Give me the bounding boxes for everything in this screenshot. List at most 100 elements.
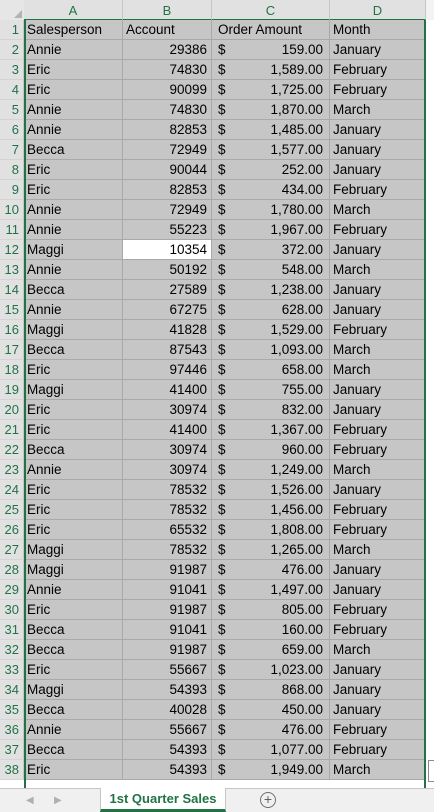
row-header[interactable]: 14 [0, 280, 24, 300]
cell-order-amount[interactable]: $1,265.00 [212, 540, 330, 560]
cell-order-amount[interactable]: $1,093.00 [212, 340, 330, 360]
cell-month[interactable]: January [330, 140, 426, 160]
row-header[interactable]: 10 [0, 200, 24, 220]
cell-order-amount[interactable]: $476.00 [212, 720, 330, 740]
row-header[interactable]: 36 [0, 720, 24, 740]
cell-salesperson[interactable]: Maggi [24, 540, 123, 560]
cell-account[interactable]: 67275 [123, 300, 212, 320]
cell-order-amount[interactable]: $1,023.00 [212, 660, 330, 680]
scroll-handle[interactable] [428, 760, 434, 782]
cell-order-amount[interactable]: $1,367.00 [212, 420, 330, 440]
row-header[interactable]: 16 [0, 320, 24, 340]
cell-order-amount[interactable]: $659.00 [212, 640, 330, 660]
cell-salesperson[interactable]: Eric [24, 500, 123, 520]
row-header[interactable]: 6 [0, 120, 24, 140]
cell-order-amount[interactable]: $1,238.00 [212, 280, 330, 300]
next-sheet-icon[interactable]: ▶ [54, 795, 62, 806]
row-header[interactable]: 29 [0, 580, 24, 600]
cell-salesperson[interactable]: Eric [24, 600, 123, 620]
cell-order-amount[interactable]: $755.00 [212, 380, 330, 400]
cell-account[interactable]: 41828 [123, 320, 212, 340]
cell-salesperson[interactable]: Annie [24, 220, 123, 240]
cell-salesperson[interactable]: Maggi [24, 320, 123, 340]
cell-order-amount[interactable]: $1,589.00 [212, 60, 330, 80]
cell-account[interactable]: 55223 [123, 220, 212, 240]
add-sheet-icon[interactable]: + [260, 792, 276, 808]
cell-order-amount[interactable]: $1,526.00 [212, 480, 330, 500]
row-header[interactable]: 27 [0, 540, 24, 560]
cell-month[interactable]: February [330, 440, 426, 460]
cell-month[interactable]: January [330, 400, 426, 420]
row-header[interactable]: 7 [0, 140, 24, 160]
cell-order-amount[interactable]: $628.00 [212, 300, 330, 320]
cell-month[interactable]: January [330, 240, 426, 260]
cell-month[interactable]: March [330, 100, 426, 120]
cell-salesperson[interactable]: Annie [24, 200, 123, 220]
cell-order-amount[interactable]: $1,870.00 [212, 100, 330, 120]
cell-month[interactable]: January [330, 40, 426, 60]
cell-account[interactable]: 82853 [123, 120, 212, 140]
cell-month[interactable]: January [330, 480, 426, 500]
cell-account[interactable]: 91987 [123, 560, 212, 580]
cell-month[interactable]: February [330, 80, 426, 100]
cell-order-amount[interactable]: $434.00 [212, 180, 330, 200]
row-header[interactable]: 12 [0, 240, 24, 260]
row-header[interactable]: 18 [0, 360, 24, 380]
cell-account[interactable]: 54393 [123, 740, 212, 760]
row-header[interactable]: 8 [0, 160, 24, 180]
column-header-b[interactable]: B [123, 0, 212, 21]
cell-month[interactable]: March [330, 340, 426, 360]
column-header-a[interactable]: A [24, 0, 123, 21]
cell-order-amount[interactable]: $1,808.00 [212, 520, 330, 540]
cell-salesperson[interactable]: Eric [24, 660, 123, 680]
cell-month[interactable]: January [330, 380, 426, 400]
cell-order-amount[interactable]: $252.00 [212, 160, 330, 180]
cell-order-amount[interactable]: $372.00 [212, 240, 330, 260]
cell-order-amount[interactable]: $658.00 [212, 360, 330, 380]
cell-account[interactable]: 55667 [123, 660, 212, 680]
cell-salesperson[interactable]: Eric [24, 180, 123, 200]
row-header[interactable]: 2 [0, 40, 24, 60]
header-cell-salesperson[interactable]: Salesperson [24, 20, 123, 40]
cell-account[interactable]: 29386 [123, 40, 212, 60]
sheet-tab-1st-quarter-sales[interactable]: 1st Quarter Sales [100, 788, 226, 812]
active-cell[interactable]: 10354 [123, 240, 212, 260]
cell-salesperson[interactable]: Annie [24, 580, 123, 600]
cell-account[interactable]: 65532 [123, 520, 212, 540]
cell-month[interactable]: January [330, 120, 426, 140]
row-header[interactable]: 21 [0, 420, 24, 440]
cell-salesperson[interactable]: Annie [24, 260, 123, 280]
cell-order-amount[interactable]: $1,456.00 [212, 500, 330, 520]
cell-account[interactable]: 27589 [123, 280, 212, 300]
row-header[interactable]: 30 [0, 600, 24, 620]
cell-order-amount[interactable]: $1,780.00 [212, 200, 330, 220]
cell-salesperson[interactable]: Maggi [24, 680, 123, 700]
column-header-d[interactable]: D [330, 0, 426, 21]
cell-order-amount[interactable]: $1,725.00 [212, 80, 330, 100]
cell-salesperson[interactable]: Annie [24, 720, 123, 740]
cell-order-amount[interactable]: $805.00 [212, 600, 330, 620]
row-header[interactable]: 15 [0, 300, 24, 320]
cell-order-amount[interactable]: $450.00 [212, 700, 330, 720]
row-header[interactable]: 23 [0, 460, 24, 480]
cell-month[interactable]: January [330, 660, 426, 680]
row-header[interactable]: 26 [0, 520, 24, 540]
cell-account[interactable]: 30974 [123, 460, 212, 480]
cell-order-amount[interactable]: $1,967.00 [212, 220, 330, 240]
cell-month[interactable]: February [330, 500, 426, 520]
cell-month[interactable]: February [330, 620, 426, 640]
cell-month[interactable]: February [330, 220, 426, 240]
cell-salesperson[interactable]: Becca [24, 280, 123, 300]
cell-salesperson[interactable]: Eric [24, 80, 123, 100]
row-header[interactable]: 34 [0, 680, 24, 700]
cell-account[interactable]: 41400 [123, 380, 212, 400]
cell-order-amount[interactable]: $160.00 [212, 620, 330, 640]
cell-account[interactable]: 55667 [123, 720, 212, 740]
row-header[interactable]: 24 [0, 480, 24, 500]
row-header[interactable]: 19 [0, 380, 24, 400]
cell-order-amount[interactable]: $832.00 [212, 400, 330, 420]
header-cell-account[interactable]: Account [123, 20, 212, 40]
row-header[interactable]: 32 [0, 640, 24, 660]
cell-salesperson[interactable]: Eric [24, 400, 123, 420]
cell-account[interactable]: 91041 [123, 620, 212, 640]
